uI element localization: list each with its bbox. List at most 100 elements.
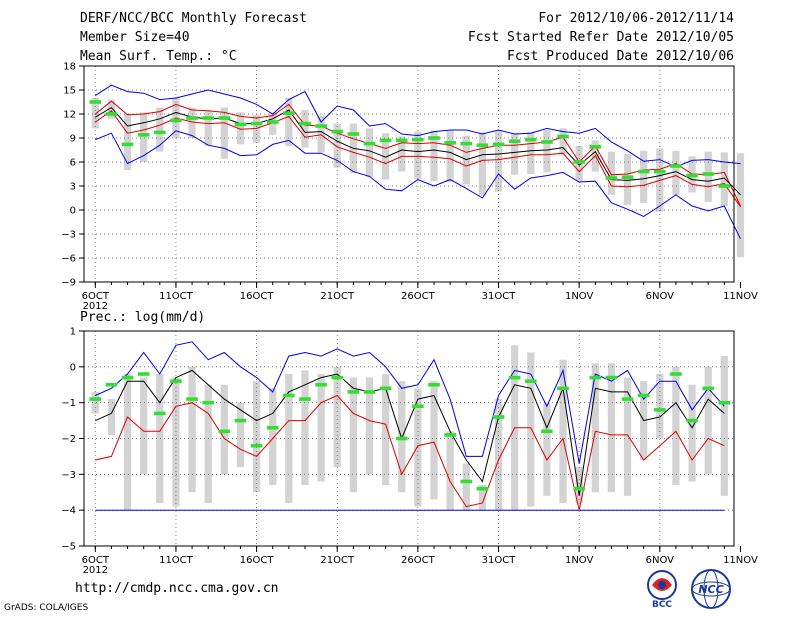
temp-range-bar xyxy=(156,107,164,152)
precip-observed-mark xyxy=(234,418,247,423)
precip-observed-mark xyxy=(121,375,134,380)
bcc-logo-text: BCC xyxy=(652,600,672,609)
precip-range-bar xyxy=(204,384,212,503)
precip-ytick-label: −4 xyxy=(61,506,76,517)
precip-range-bar xyxy=(656,374,664,439)
temp-ytick-label: 9 xyxy=(70,134,76,145)
precip-observed-mark xyxy=(654,408,666,412)
temp-xtick-label: 11OCT xyxy=(159,291,194,302)
temp-observed-mark xyxy=(621,175,634,179)
temp-observed-mark xyxy=(347,132,360,136)
temp-observed-mark xyxy=(428,136,440,140)
precip-range-bar xyxy=(156,374,164,503)
precip-observed-mark xyxy=(460,479,473,484)
precip-xtick-label: 1NOV xyxy=(565,555,594,566)
precip-range-bar xyxy=(107,399,116,435)
precip-range-bar xyxy=(236,402,245,468)
precip-observed-mark xyxy=(379,386,392,391)
temp-ytick-label: 6 xyxy=(70,158,76,169)
temp-range-bar xyxy=(607,151,616,195)
temp-ytick-label: −9 xyxy=(61,278,76,289)
source-url[interactable]: http://cmdp.ncc.cma.gov.cn xyxy=(75,581,279,596)
precip-ytick-label: −1 xyxy=(61,398,76,409)
temp-observed-mark xyxy=(89,100,102,104)
precip-range-bar xyxy=(430,381,438,500)
precip-xtick-label: 6OCT xyxy=(82,555,110,566)
temp-range-bar xyxy=(414,131,422,179)
precip-observed-mark xyxy=(283,393,295,398)
temp-xtick-label: 6NOV xyxy=(646,291,675,302)
precip-range-bar xyxy=(543,402,551,496)
temp-range-bar xyxy=(123,114,132,170)
temp-ytick-label: 18 xyxy=(63,62,76,73)
temp-observed-mark xyxy=(202,116,214,120)
temp-observed-mark xyxy=(315,124,327,128)
precip-observed-mark xyxy=(170,379,182,383)
precip-observed-mark xyxy=(605,375,618,380)
precip-range-bar xyxy=(446,431,454,511)
precip-range-bar xyxy=(591,363,599,493)
temp-range-bar xyxy=(527,131,535,174)
precip-observed-mark xyxy=(573,486,585,491)
temp-observed-mark xyxy=(718,184,731,188)
temp-p80-line xyxy=(94,100,741,207)
temp-observed-mark xyxy=(137,133,150,137)
variable-label: Mean Surf. Temp.: °C xyxy=(80,49,237,64)
temp-observed-mark xyxy=(218,116,231,120)
precip-xtick-label: 11NOV xyxy=(723,555,758,566)
temp-range-bar xyxy=(704,151,712,202)
temp-ytick-label: 12 xyxy=(63,110,76,121)
precip-range-bar xyxy=(478,485,487,511)
precip-p80-line xyxy=(95,394,725,511)
precip-observed-mark xyxy=(218,429,231,434)
precip-observed-mark xyxy=(412,404,424,409)
temp-min-line xyxy=(95,130,741,240)
temp-range-bar xyxy=(236,112,245,145)
temp-range-bar xyxy=(511,133,519,175)
temp-observed-mark xyxy=(686,173,698,178)
temp-observed-mark xyxy=(508,139,521,143)
precip-observed-mark xyxy=(299,397,311,401)
precip-observed-mark xyxy=(686,418,698,423)
ncc-logo-text: NCC xyxy=(698,583,723,596)
temp-p20-line xyxy=(95,110,741,208)
temp-observed-mark xyxy=(363,141,376,146)
precip-observed-mark xyxy=(363,390,376,394)
temp-xtick-label: 11NOV xyxy=(723,291,758,302)
temp-observed-mark xyxy=(492,142,505,147)
precip-observed-mark xyxy=(476,486,489,491)
precip-observed-mark xyxy=(637,393,650,398)
temp-range-bar xyxy=(494,130,503,192)
forecast-produced-date: Fcst Produced Date 2012/10/06 xyxy=(507,49,734,64)
precip-range-bar xyxy=(462,463,470,511)
temp-xtick-label: 16OCT xyxy=(240,291,275,302)
precip-observed-mark xyxy=(444,433,456,437)
temp-observed-mark xyxy=(266,120,279,124)
temp-observed-mark xyxy=(283,111,295,115)
ncc-logo: NCC xyxy=(691,569,731,609)
temp-observed-mark xyxy=(412,137,424,142)
temp-range-bar xyxy=(285,98,293,146)
temp-range-bar xyxy=(381,133,390,180)
temp-range-bar xyxy=(220,107,228,159)
temp-ytick-label: −3 xyxy=(61,230,76,241)
precip-range-bar xyxy=(381,374,390,486)
temp-range-bar xyxy=(140,112,148,162)
precip-observed-mark xyxy=(154,411,166,416)
precip-range-bar xyxy=(623,377,632,496)
precip-observed-mark xyxy=(137,372,150,376)
precip-observed-mark xyxy=(331,375,344,380)
precip-range-bar xyxy=(365,377,374,475)
forecast-period: For 2012/10/06-2012/11/14 xyxy=(538,11,734,26)
precip-xtick-label: 21OCT xyxy=(320,555,355,566)
temp-range-bar xyxy=(720,152,728,206)
precip-observed-mark xyxy=(557,386,569,391)
temp-observed-mark xyxy=(444,141,456,145)
precip-xtick-label: 16OCT xyxy=(240,555,275,566)
temp-observed-mark xyxy=(379,138,392,143)
temp-observed-mark xyxy=(186,116,198,120)
temp-ytick-label: 0 xyxy=(70,206,76,217)
chart-title: DERF/NCC/BCC Monthly Forecast xyxy=(80,11,307,26)
temp-xtick-label: 31OCT xyxy=(482,291,517,302)
precip-observed-mark xyxy=(702,386,714,391)
